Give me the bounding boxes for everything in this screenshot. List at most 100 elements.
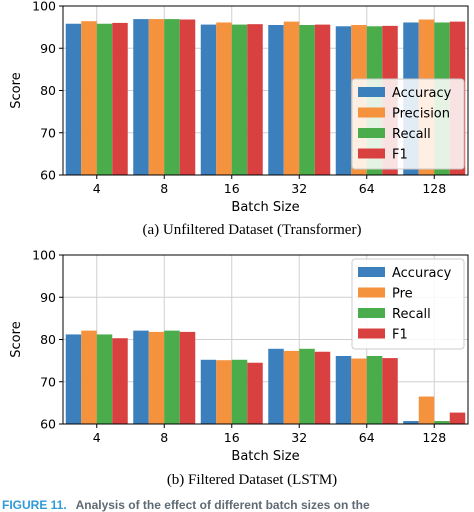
bar-accuracy bbox=[133, 19, 149, 175]
bar-accuracy bbox=[335, 26, 352, 176]
legend-label: Recall bbox=[392, 127, 431, 142]
chart-a-y-ticks: 60 70 80 90 100 bbox=[32, 0, 63, 183]
chart-a-y-axis-label: Score bbox=[9, 72, 24, 108]
legend-label: F1 bbox=[392, 328, 408, 343]
x-tick-label: 128 bbox=[422, 430, 446, 445]
bar-accuracy bbox=[200, 24, 217, 176]
bar-recall bbox=[299, 25, 315, 176]
x-tick-label: 128 bbox=[422, 181, 446, 196]
y-tick-label: 90 bbox=[40, 41, 56, 56]
legend-swatch-f1 bbox=[358, 148, 385, 159]
bar-accuracy bbox=[268, 25, 284, 176]
bar-recall bbox=[366, 355, 383, 424]
y-tick-label: 70 bbox=[40, 374, 56, 389]
chart-b-bars bbox=[65, 330, 466, 424]
legend-swatch-recall bbox=[358, 128, 385, 138]
legend-swatch-recall bbox=[358, 308, 385, 318]
figure-footer: FIGURE 11. Analysis of the effect of dif… bbox=[2, 498, 370, 512]
bar-accuracy bbox=[65, 334, 82, 424]
chart-b-y-ticks: 60 70 80 90 100 bbox=[32, 248, 63, 432]
legend-label: Accuracy bbox=[392, 266, 452, 281]
chart-unfiltered-transformer: 60 70 80 90 100 4 8 16 32 64 128 Score Batch Size… bbox=[9, 0, 469, 238]
chart-b-x-ticks: 4 8 16 32 64 128 bbox=[93, 424, 446, 445]
bar-recall bbox=[299, 348, 315, 424]
bar-recall bbox=[231, 24, 248, 176]
legend-swatch-precision bbox=[358, 107, 385, 118]
bar-precision bbox=[148, 19, 165, 175]
chart-a-x-ticks: 4 8 16 32 64 128 bbox=[93, 175, 446, 196]
bar-precision bbox=[148, 331, 165, 424]
bar-accuracy bbox=[335, 355, 352, 424]
bar-recall bbox=[164, 19, 180, 175]
y-tick-label: 90 bbox=[40, 290, 56, 305]
bar-accuracy bbox=[133, 330, 149, 424]
bar-accuracy bbox=[403, 421, 419, 424]
x-tick-label: 32 bbox=[291, 430, 307, 445]
chart-filtered-lstm: 60 70 80 90 100 4 8 16 32 64 128 Score Batch Size… bbox=[9, 248, 469, 488]
bar-f1 bbox=[112, 338, 128, 424]
bar-f1 bbox=[382, 358, 398, 424]
y-tick-label: 80 bbox=[40, 332, 56, 347]
y-tick-label: 60 bbox=[40, 417, 56, 432]
legend-label: F1 bbox=[392, 148, 408, 163]
bar-accuracy bbox=[200, 359, 217, 424]
chart-b-legend: Accuracy Pre Recall F1 bbox=[351, 258, 465, 350]
bar-recall bbox=[434, 421, 450, 424]
figure-footer-label: FIGURE 11. bbox=[2, 498, 67, 512]
legend-label: Pre bbox=[392, 287, 413, 302]
chart-b-y-axis-label: Score bbox=[9, 321, 24, 357]
chart-a-caption: (a) Unfiltered Dataset (Transformer) bbox=[143, 222, 362, 238]
bar-precision bbox=[81, 330, 97, 424]
bar-recall bbox=[164, 330, 180, 424]
bar-precision bbox=[216, 22, 232, 175]
legend-swatch-f1 bbox=[358, 328, 385, 339]
chart-a-legend: Accuracy Precision Recall F1 bbox=[351, 78, 465, 170]
chart-b-x-axis-label: Batch Size bbox=[231, 449, 299, 464]
bar-precision bbox=[283, 21, 300, 175]
legend-swatch-precision bbox=[358, 287, 385, 298]
bar-recall bbox=[231, 359, 248, 424]
legend-label: Accuracy bbox=[392, 86, 452, 101]
legend-swatch-accuracy bbox=[358, 87, 385, 97]
bar-f1 bbox=[247, 362, 263, 424]
y-tick-label: 100 bbox=[32, 248, 56, 263]
bar-accuracy bbox=[268, 348, 284, 424]
x-tick-label: 8 bbox=[160, 181, 168, 196]
bar-f1 bbox=[314, 24, 331, 176]
bar-precision bbox=[81, 21, 97, 176]
bar-recall bbox=[96, 334, 113, 424]
y-tick-label: 100 bbox=[32, 0, 56, 14]
bar-accuracy bbox=[65, 23, 82, 176]
x-tick-label: 4 bbox=[93, 430, 101, 445]
bar-f1 bbox=[179, 19, 196, 175]
bar-precision bbox=[216, 360, 232, 424]
y-tick-label: 60 bbox=[40, 168, 56, 183]
legend-swatch-accuracy bbox=[358, 267, 385, 277]
x-tick-label: 16 bbox=[224, 181, 240, 196]
y-tick-label: 80 bbox=[40, 83, 56, 98]
figure-footer-text: Analysis of the effect of different batc… bbox=[76, 498, 370, 512]
y-tick-label: 70 bbox=[40, 125, 56, 140]
legend-box bbox=[351, 78, 465, 170]
bar-f1 bbox=[314, 351, 331, 424]
x-tick-label: 8 bbox=[160, 430, 168, 445]
bar-f1 bbox=[247, 24, 263, 176]
x-tick-label: 64 bbox=[359, 430, 375, 445]
bar-precision bbox=[283, 350, 300, 424]
bar-f1 bbox=[449, 412, 466, 424]
legend-box bbox=[351, 258, 465, 350]
x-tick-label: 64 bbox=[359, 181, 375, 196]
bar-f1 bbox=[179, 331, 196, 424]
x-tick-label: 16 bbox=[224, 430, 240, 445]
chart-a-x-axis-label: Batch Size bbox=[231, 200, 299, 215]
legend-label: Recall bbox=[392, 307, 431, 322]
bar-precision bbox=[351, 358, 367, 424]
chart-b-caption: (b) Filtered Dataset (LSTM) bbox=[167, 472, 337, 488]
bar-precision bbox=[418, 396, 435, 424]
x-tick-label: 32 bbox=[291, 181, 307, 196]
bar-recall bbox=[96, 23, 113, 176]
bar-f1 bbox=[112, 22, 128, 176]
x-tick-label: 4 bbox=[93, 181, 101, 196]
legend-label: Precision bbox=[392, 107, 450, 122]
